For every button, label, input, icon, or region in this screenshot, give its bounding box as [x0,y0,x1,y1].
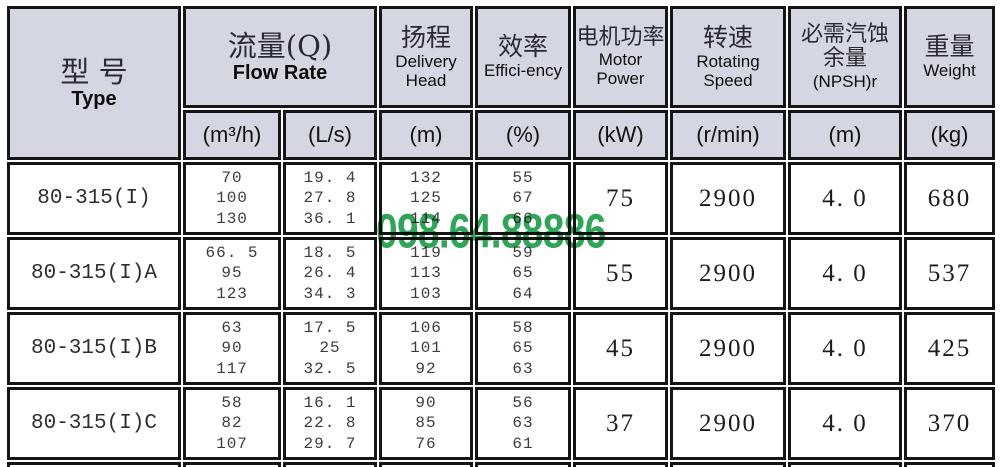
header-npsh-zh: 必需汽蚀余量 [800,21,889,72]
stub-cell [379,462,473,467]
table-row: 80-315(I)A 66. 5 95 123 18. 5 26. 4 34. … [7,237,995,310]
row3-flow-m3h-cell: 58 82 107 [183,387,281,460]
stub-cell [904,462,995,467]
header-row-units: (m³/h) (L/s) (m) (%) (kW) (r/min) (m) (k… [7,110,995,160]
row3-power-cell: 37 [573,387,668,460]
row3-head-cell: 90 85 76 [379,387,473,460]
row1-efficiency-cell: 59 65 64 [475,237,571,310]
header-weight-en: Weight [923,61,976,81]
header-row-titles: 型 号 Type 流量(Q) Flow Rate 扬程 Delivery Hea… [7,6,995,160]
row1-type-cell: 80-315(I)A [7,237,181,310]
header-speed-zh: 转速 [702,22,753,52]
header-efficiency-en: Effici-ency [483,61,563,81]
row1-weight-cell: 537 [904,237,995,310]
header-flow-zh: 流量(Q) [227,28,333,63]
stub-cell [573,462,668,467]
row0-speed-cell: 2900 [670,162,786,235]
header-efficiency-zh: 效率 [497,32,548,62]
unit-flow-m3h-cell: (m³/h) [183,110,281,160]
row3-weight-cell: 370 [904,387,995,460]
row2-speed-cell: 2900 [670,312,786,385]
row1-flow-m3h-cell: 66. 5 95 123 [183,237,281,310]
unit-power-cell: (kW) [573,110,668,160]
header-speed-en: Rotating Speed [696,51,760,90]
header-type-en: Type [71,88,117,111]
clipped-partial-row [7,462,995,467]
unit-speed-cell: (r/min) [670,110,786,160]
row0-flow-m3h-cell: 70 100 130 [183,162,281,235]
unit-efficiency-cell: (%) [475,110,571,160]
header-power-zh: 电机功率 [576,24,665,50]
row3-type-cell: 80-315(I)C [7,387,181,460]
stub-cell [283,462,377,467]
row3-efficiency-cell: 56 63 61 [475,387,571,460]
header-efficiency-cell: 效率 Effici-ency [475,6,571,108]
header-type-cell: 型 号 Type [7,6,181,160]
header-head-cell: 扬程 Delivery Head [379,6,473,108]
stub-cell [7,462,181,467]
row1-power-cell: 55 [573,237,668,310]
header-head-en: Delivery Head [395,51,457,90]
header-type-zh: 型 号 [60,54,128,89]
header-npsh-cell: 必需汽蚀余量 (NPSH)r [788,6,902,108]
table-row: 80-315(I)B 63 90 117 17. 5 25 32. 5 106 … [7,312,995,385]
header-power-cell: 电机功率 Motor Power [573,6,668,108]
row3-npsh-cell: 4. 0 [788,387,902,460]
row1-head-cell: 119 113 103 [379,237,473,310]
stub-cell [670,462,786,467]
row2-efficiency-cell: 58 65 63 [475,312,571,385]
row0-efficiency-cell: 55 67 66 [475,162,571,235]
row0-type-cell: 80-315(I) [7,162,181,235]
row0-weight-cell: 680 [904,162,995,235]
header-head-zh: 扬程 [400,22,451,52]
row2-npsh-cell: 4. 0 [788,312,902,385]
stub-cell [788,462,902,467]
header-weight-cell: 重量 Weight [904,6,995,108]
watermark-text: 098.64.88886 [376,204,606,259]
row0-flow-ls-cell: 19. 4 27. 8 36. 1 [283,162,377,235]
row2-type-cell: 80-315(I)B [7,312,181,385]
row2-flow-m3h-cell: 63 90 117 [183,312,281,385]
header-flow-en: Flow Rate [232,62,328,85]
unit-weight-cell: (kg) [904,110,995,160]
unit-head-cell: (m) [379,110,473,160]
row3-flow-ls-cell: 16. 1 22. 8 29. 7 [283,387,377,460]
row2-power-cell: 45 [573,312,668,385]
stub-cell [475,462,571,467]
row2-head-cell: 106 101 92 [379,312,473,385]
stub-cell [183,462,281,467]
table-row: 80-315(I) 70 100 130 19. 4 27. 8 36. 1 1… [7,162,995,235]
unit-npsh-cell: (m) [788,110,902,160]
unit-flow-ls-cell: (L/s) [283,110,377,160]
header-npsh-en: (NPSH)r [812,72,878,92]
row0-npsh-cell: 4. 0 [788,162,902,235]
header-weight-zh: 重量 [924,32,975,62]
table-row: 80-315(I)C 58 82 107 16. 1 22. 8 29. 7 9… [7,387,995,460]
row1-flow-ls-cell: 18. 5 26. 4 34. 3 [283,237,377,310]
header-speed-cell: 转速 Rotating Speed [670,6,786,108]
row1-speed-cell: 2900 [670,237,786,310]
row0-power-cell: 75 [573,162,668,235]
row2-weight-cell: 425 [904,312,995,385]
row1-npsh-cell: 4. 0 [788,237,902,310]
row0-head-cell: 132 125 114 [379,162,473,235]
pump-spec-table: 型 号 Type 流量(Q) Flow Rate 扬程 Delivery Hea… [5,4,997,467]
row2-flow-ls-cell: 17. 5 25 32. 5 [283,312,377,385]
header-flow-cell: 流量(Q) Flow Rate [183,6,377,108]
header-power-en: Motor Power [596,50,645,89]
row3-speed-cell: 2900 [670,387,786,460]
